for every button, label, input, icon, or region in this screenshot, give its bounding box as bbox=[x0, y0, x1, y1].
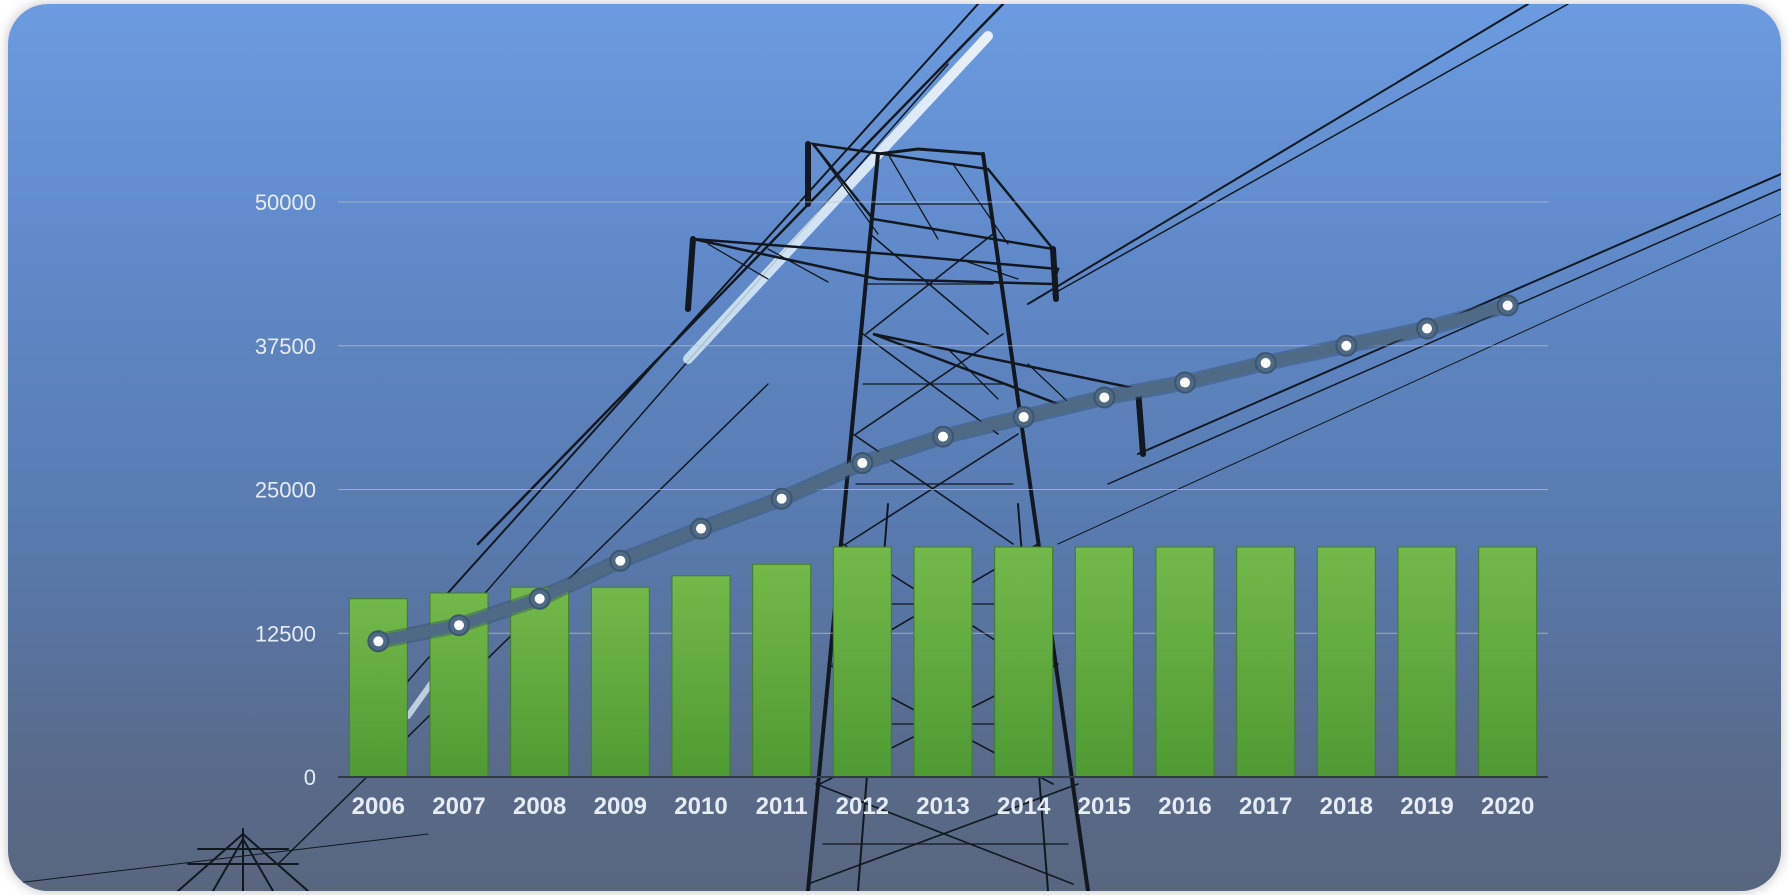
x-tick-label: 2019 bbox=[1400, 793, 1453, 820]
x-tick-label: 2008 bbox=[513, 793, 566, 820]
x-tick-label: 2014 bbox=[997, 793, 1051, 820]
bar bbox=[1074, 546, 1134, 778]
x-tick-label: 2009 bbox=[594, 793, 647, 820]
bar bbox=[590, 586, 650, 778]
line-point-marker bbox=[1180, 377, 1190, 388]
bar bbox=[994, 546, 1054, 778]
line-point-marker bbox=[373, 636, 384, 647]
pylon-background-image bbox=[8, 4, 1781, 891]
y-tick-label: 50000 bbox=[255, 190, 316, 215]
line-point-marker bbox=[938, 431, 948, 442]
y-tick-label: 25000 bbox=[255, 478, 316, 503]
x-tick-label: 2010 bbox=[674, 793, 727, 820]
bar bbox=[1236, 546, 1296, 778]
x-axis-ticks: 2006 2007 2008 2009 2010 2011 2012 2013 2014 2015… bbox=[352, 793, 1535, 820]
x-tick-label: 2015 bbox=[1078, 793, 1131, 820]
line-point-marker bbox=[1341, 340, 1352, 351]
line-point-marker bbox=[454, 620, 464, 631]
x-tick-label: 2016 bbox=[1158, 793, 1211, 820]
line-point-marker bbox=[1260, 358, 1271, 368]
bar bbox=[913, 546, 973, 778]
x-tick-label: 2018 bbox=[1320, 793, 1373, 820]
bar bbox=[671, 575, 731, 778]
line-point-marker bbox=[1502, 300, 1513, 311]
y-tick-label: 37500 bbox=[255, 334, 316, 359]
line-point-marker bbox=[1422, 323, 1432, 334]
x-tick-label: 2012 bbox=[836, 793, 889, 820]
y-tick-label: 12500 bbox=[255, 621, 316, 646]
x-tick-label: 2017 bbox=[1239, 793, 1292, 820]
x-tick-label: 2013 bbox=[916, 793, 969, 820]
bar bbox=[1316, 546, 1376, 778]
bar bbox=[832, 546, 892, 778]
x-tick-label: 2011 bbox=[756, 793, 808, 820]
bar bbox=[348, 598, 408, 778]
line-point-marker bbox=[534, 593, 545, 604]
chart-frame: 0 12500 25000 37500 50000 2006 2007 2008 2009 20… bbox=[8, 4, 1781, 891]
line-point-marker bbox=[857, 458, 868, 469]
x-tick-label: 2020 bbox=[1481, 793, 1534, 820]
bar-series bbox=[348, 546, 1538, 778]
line-point-marker bbox=[1099, 392, 1110, 403]
line-point-marker bbox=[696, 523, 706, 534]
line-series bbox=[367, 294, 1519, 653]
bar bbox=[1478, 546, 1538, 778]
bar bbox=[1155, 546, 1215, 778]
y-axis-ticks: 0 12500 25000 37500 50000 bbox=[255, 190, 316, 790]
line-point-marker bbox=[776, 493, 787, 504]
x-tick-label: 2007 bbox=[432, 793, 485, 820]
bar bbox=[752, 563, 812, 778]
bar bbox=[510, 586, 570, 778]
line-point-marker bbox=[1018, 412, 1029, 423]
y-tick-label: 0 bbox=[304, 765, 316, 790]
line-point-marker bbox=[615, 555, 626, 566]
x-tick-label: 2006 bbox=[352, 793, 405, 820]
bar bbox=[1397, 546, 1457, 778]
